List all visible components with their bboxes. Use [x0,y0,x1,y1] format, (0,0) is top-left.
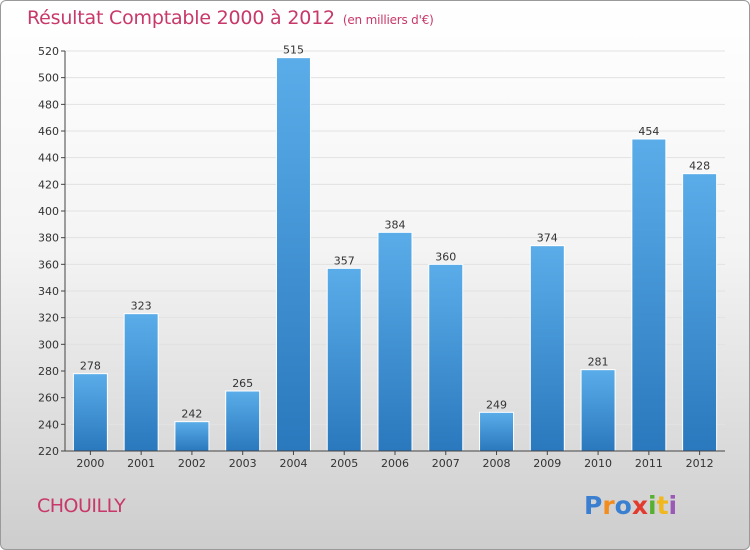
bar[interactable] [72,373,108,452]
y-tick-label: 460 [38,125,59,138]
bar[interactable] [631,138,667,452]
bar[interactable] [428,263,464,452]
x-tick-label: 2011 [635,457,663,470]
bar[interactable] [326,267,362,452]
data-label: 428 [689,160,710,173]
y-tick-label: 480 [38,98,59,111]
data-label: 454 [638,125,659,138]
y-tick-label: 400 [38,205,59,218]
x-tick-label: 2003 [229,457,257,470]
data-label: 357 [334,254,355,267]
y-tick-label: 340 [38,285,59,298]
y-tick-label: 520 [38,45,59,58]
y-tick-label: 440 [38,152,59,165]
y-axis: 220 240 260 280 300 320 340 360 380 400 420 440 460 4… [38,45,66,458]
x-tick-label: 2004 [279,457,307,470]
x-axis: 2000 2001 2002 2003 2004 2005 2006 2007 2008 2009… [65,450,725,470]
y-tick-label: 260 [38,392,59,405]
y-tick-label: 280 [38,365,59,378]
bar[interactable] [682,173,718,452]
city-name: CHOUILLY [37,495,126,517]
y-tick-label: 300 [38,338,59,351]
y-tick-label: 220 [38,445,59,458]
data-label: 242 [181,408,202,421]
x-tick-label: 2001 [127,457,155,470]
bars [72,57,718,452]
data-label: 249 [486,398,507,411]
y-tick-label: 240 [38,418,59,431]
x-tick-label: 2012 [686,457,714,470]
y-tick-label: 380 [38,232,59,245]
data-label: 265 [232,377,253,390]
x-tick-label: 2009 [533,457,561,470]
chart-unit-note: (en milliers d'€) [342,13,434,27]
data-label: 278 [80,360,101,373]
bar[interactable] [479,411,515,452]
data-label: 281 [588,356,609,369]
logo-letter: P [584,491,603,520]
x-tick-label: 2007 [432,457,460,470]
x-tick-label: 2005 [330,457,358,470]
bar[interactable] [123,313,159,452]
logo-letter: i [668,491,678,520]
bar[interactable] [377,231,413,452]
x-tick-label: 2002 [178,457,206,470]
chart-title: Résultat Comptable 2000 à 2012 (en millie… [27,7,434,29]
y-tick-label: 500 [38,72,59,85]
chart-title-text: Résultat Comptable 2000 à 2012 [27,7,335,29]
bar[interactable] [580,369,616,452]
logo-letter: t [656,491,669,520]
logo-letter: i [648,491,657,520]
logo-letter: x [631,491,648,520]
logo-letter: o [614,491,632,520]
bar[interactable] [174,421,210,452]
bar[interactable] [225,390,261,452]
y-tick-label: 420 [38,178,59,191]
y-tick-label: 320 [38,312,59,325]
data-label: 384 [385,218,406,231]
x-tick-label: 2008 [483,457,511,470]
data-label: 515 [283,44,304,57]
bar[interactable] [529,245,565,452]
data-labels: 278 323 242 265 515 357 384 360 249 374 281 454 428 [80,44,710,421]
x-tick-label: 2000 [76,457,104,470]
data-label: 323 [131,300,152,313]
data-label: 374 [537,232,558,245]
data-label: 360 [435,250,456,263]
bar[interactable] [275,57,311,452]
proxiti-logo[interactable]: Proxiti [584,491,677,520]
x-tick-label: 2010 [584,457,612,470]
logo-letter: r [602,491,615,520]
y-tick-label: 360 [38,258,59,271]
x-tick-label: 2006 [381,457,409,470]
